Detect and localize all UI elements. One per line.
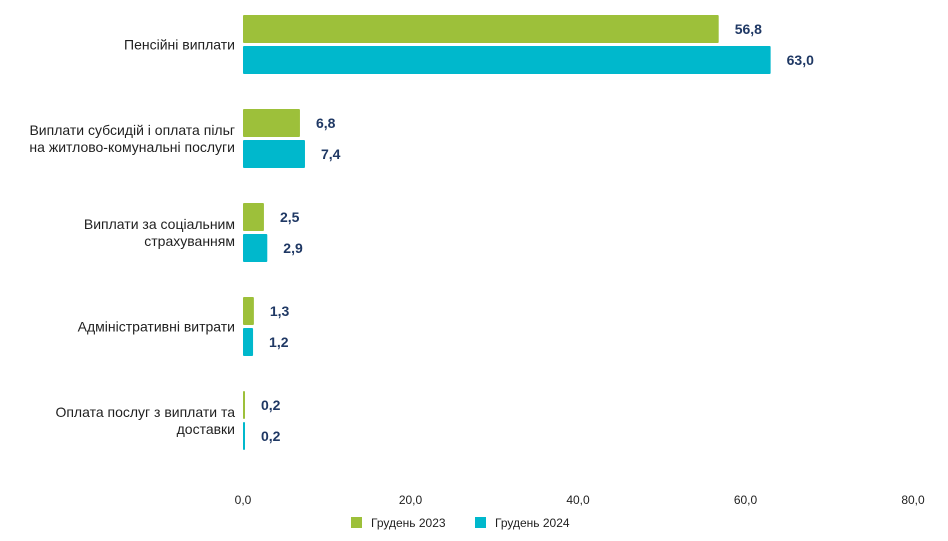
data-label: 1,3 (270, 303, 290, 319)
data-label: 6,8 (316, 115, 336, 131)
bar (243, 15, 719, 43)
bar (243, 109, 300, 137)
legend: Грудень 2023 Грудень 2024 (351, 516, 570, 530)
data-label: 1,2 (269, 334, 289, 350)
data-label: 0,2 (261, 397, 281, 413)
x-axis-ticks: 0,0 20,0 40,0 60,0 80,0 (235, 493, 925, 507)
bar (243, 297, 254, 325)
x-tick-label: 20,0 (399, 493, 423, 507)
x-tick-label: 0,0 (235, 493, 252, 507)
bar (243, 422, 245, 450)
legend-label: Грудень 2023 (371, 516, 446, 530)
legend-swatch (475, 517, 486, 528)
category-label: Виплати за соціальним страхуванням (84, 216, 235, 249)
bar (243, 391, 245, 419)
legend-swatch (351, 517, 362, 528)
bar (243, 140, 305, 168)
bar (243, 203, 264, 231)
data-label: 0,2 (261, 428, 281, 444)
bars (243, 15, 771, 450)
bar (243, 328, 254, 356)
value-labels: 56,8 63,0 6,8 7,4 2,5 2,9 1,3 1,2 0,2 0,2 (261, 21, 814, 444)
data-label: 7,4 (321, 146, 341, 162)
x-tick-label: 80,0 (901, 493, 925, 507)
category-labels: Пенсійні виплати Виплати субсидій і оплат… (29, 37, 235, 438)
category-label: Оплата послуг з виплати та доставки (55, 404, 235, 437)
category-label: Пенсійні виплати (124, 37, 235, 53)
data-label: 2,5 (280, 209, 300, 225)
data-label: 2,9 (283, 240, 303, 256)
data-label: 63,0 (787, 52, 814, 68)
x-tick-label: 40,0 (566, 493, 590, 507)
x-tick-label: 60,0 (734, 493, 758, 507)
category-label: Адміністративні витрати (78, 319, 235, 335)
data-label: 56,8 (735, 21, 762, 37)
category-label: Виплати субсидій і оплата пільг на житлов… (29, 122, 235, 155)
bar (243, 46, 771, 74)
bar (243, 234, 268, 262)
legend-label: Грудень 2024 (495, 516, 570, 530)
